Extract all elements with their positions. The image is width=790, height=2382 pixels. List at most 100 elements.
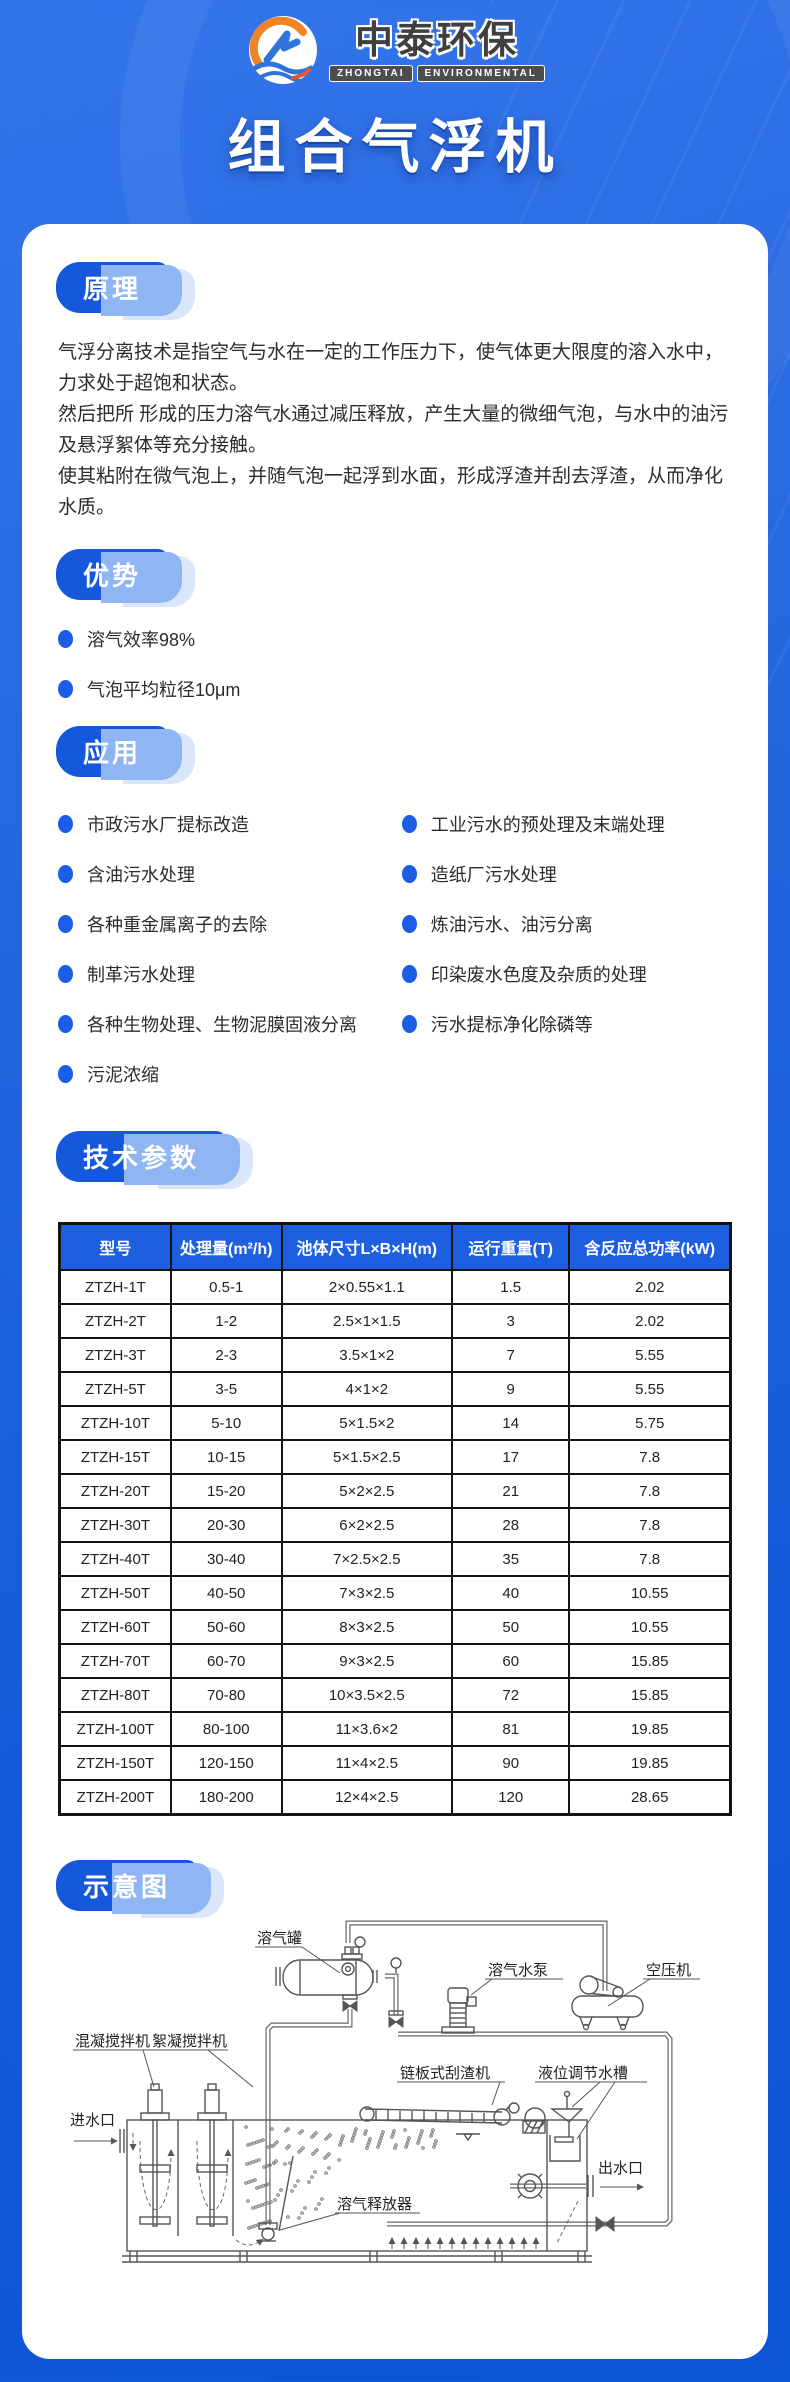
table-cell: 7 xyxy=(450,1337,571,1373)
table-cell: 7.8 xyxy=(568,1541,732,1577)
section-applications-header: 应用 xyxy=(56,726,196,784)
list-item: 印染废水色度及杂质的处理 xyxy=(401,961,732,987)
table-cell: 3.5×1×2 xyxy=(280,1337,454,1373)
section-schematic-title: 示意图 xyxy=(56,1860,225,1918)
table-cell: 5-10 xyxy=(169,1405,283,1441)
table-row: ZTZH-80T 70-80 10×3.5×2.5 72 15.85 xyxy=(58,1677,732,1713)
list-item-label: 气泡平均粒径10μm xyxy=(87,680,241,700)
table-cell: 19.85 xyxy=(568,1745,732,1781)
mixer-units xyxy=(139,2083,228,2227)
dissolved-air-tank xyxy=(275,1936,378,2012)
level-adjust-assembly xyxy=(522,2090,584,2162)
table-cell: 180-200 xyxy=(169,1779,283,1816)
label-chain-scraper: 链板式刮渣机 xyxy=(400,2064,490,2082)
brand-logo-text: 中泰环保 ZHONGTAI ENVIRONMENTAL xyxy=(329,21,545,82)
table-cell: 30-40 xyxy=(169,1541,283,1577)
table-cell: 120-150 xyxy=(169,1745,283,1781)
list-item-label: 市政污水厂提标改造 xyxy=(87,815,249,835)
label-coagulation-mixer: 混凝搅拌机 xyxy=(75,2033,150,2050)
bullet-icon xyxy=(58,965,73,983)
table-cell: 80-100 xyxy=(169,1711,283,1747)
specs-table-body: ZTZH-1T 0.5-1 2×0.55×1.1 1.5 2.02 ZTZH-2T 1-2 2… xyxy=(58,1269,732,1816)
table-cell: ZTZH-100T xyxy=(58,1711,172,1747)
label-flocculation-mixer: 絮凝搅拌机 xyxy=(152,2033,227,2050)
section-schematic: 示意图 xyxy=(56,1860,732,2333)
tank-outlet-fittings xyxy=(388,1957,404,2028)
list-item: 溶气效率98% xyxy=(58,626,732,652)
label-air-compressor: 空压机 xyxy=(646,1962,691,1979)
table-cell: 5.75 xyxy=(568,1405,732,1441)
list-item: 污水提标净化除磷等 xyxy=(401,1011,732,1037)
table-cell: 5.55 xyxy=(568,1337,732,1373)
table-cell: 11×3.6×2 xyxy=(280,1711,454,1747)
table-cell: 3-5 xyxy=(169,1371,283,1407)
flotation-tank xyxy=(122,2119,592,2263)
table-cell: 12×4×2.5 xyxy=(280,1779,454,1816)
applications-column-left: 市政污水厂提标改造 含油污水处理 各种重金属离子的去除 制革污水处理 各种生物处理、生物… xyxy=(58,811,402,1111)
label-dissolved-air-tank: 溶气罐 xyxy=(257,1930,302,1947)
table-cell: 10.55 xyxy=(568,1575,732,1611)
table-cell: 1-2 xyxy=(169,1303,283,1339)
table-cell: 7.8 xyxy=(568,1439,732,1475)
bullet-icon xyxy=(58,915,73,933)
label-level-adjust-tank: 液位调节水槽 xyxy=(538,2065,628,2082)
table-row: ZTZH-10T 5-10 5×1.5×2 14 5.75 xyxy=(58,1405,732,1441)
list-item: 工业污水的预处理及末端处理 xyxy=(401,811,732,837)
table-row: ZTZH-2T 1-2 2.5×1×1.5 3 2.02 xyxy=(58,1303,732,1339)
table-cell: 21 xyxy=(450,1473,571,1509)
table-cell: 2.5×1×1.5 xyxy=(280,1303,454,1339)
table-cell: ZTZH-30T xyxy=(58,1507,172,1543)
brand-name-en-word2: ENVIRONMENTAL xyxy=(416,64,545,82)
table-cell: 28.65 xyxy=(568,1779,732,1816)
table-cell: 35 xyxy=(450,1541,571,1577)
table-cell: 72 xyxy=(450,1677,571,1713)
table-row: ZTZH-200T 180-200 12×4×2.5 120 28.65 xyxy=(58,1779,732,1816)
table-cell: ZTZH-150T xyxy=(58,1745,172,1781)
table-cell: 50 xyxy=(450,1609,571,1645)
inlet-port xyxy=(74,2129,125,2153)
section-applications-title: 应用 xyxy=(56,726,196,784)
specs-column-header: 含反应总功率(kW) xyxy=(568,1222,732,1271)
section-specs-header: 技术参数 xyxy=(56,1131,254,1189)
list-item-label: 各种生物处理、生物泥膜固液分离 xyxy=(87,1015,357,1035)
table-cell: 60 xyxy=(450,1643,571,1679)
table-cell: 7.8 xyxy=(568,1507,732,1543)
list-item: 制革污水处理 xyxy=(58,961,402,987)
specs-table-header-row: 型号 处理量(m²/h) 池体尺寸L×B×H(m) 运行重量(T) 含反应总功率(kW) xyxy=(58,1222,732,1271)
table-cell: 5.55 xyxy=(568,1371,732,1407)
table-cell: 90 xyxy=(450,1745,571,1781)
table-cell: 120 xyxy=(450,1779,571,1816)
flow-arrows xyxy=(129,2133,579,2246)
page-title: 组合气浮机 xyxy=(227,115,563,180)
principle-text: 气浮分离技术是指空气与水在一定的工作压力下，使气体更大限度的溶入水中，力求处于超… xyxy=(58,337,732,523)
table-cell: ZTZH-10T xyxy=(58,1405,172,1441)
advantages-list: 溶气效率98% 气泡平均粒径10μm xyxy=(58,626,732,702)
table-cell: ZTZH-60T xyxy=(58,1609,172,1645)
principle-paragraph-3: 使其粘附在微气泡上，并随气泡一起浮到水面，形成浮渣并刮去浮渣，从而净化水质。 xyxy=(58,466,724,518)
list-item: 气泡平均粒径10μm xyxy=(58,676,732,702)
table-cell: 2.02 xyxy=(568,1303,732,1339)
list-item-label: 污水提标净化除磷等 xyxy=(430,1015,593,1035)
brand-logo-icon xyxy=(249,16,318,84)
list-item-label: 炼油污水、油污分离 xyxy=(430,915,593,935)
table-cell: 7.8 xyxy=(568,1473,732,1509)
table-row: ZTZH-70T 60-70 9×3×2.5 60 15.85 xyxy=(58,1643,732,1679)
bullet-icon xyxy=(58,1015,73,1033)
bullet-icon xyxy=(58,630,73,648)
schematic-diagram: 溶气罐 溶气水泵 空压机 混凝搅拌机 絮凝搅拌机 进水口 链板式刮渣机 液位调节… xyxy=(70,1920,700,2263)
table-cell: ZTZH-15T xyxy=(58,1439,172,1475)
table-cell: 9 xyxy=(450,1371,571,1407)
table-row: ZTZH-60T 50-60 8×3×2.5 50 10.55 xyxy=(58,1609,732,1645)
table-cell: 6×2×2.5 xyxy=(280,1507,454,1543)
specs-column-header: 型号 xyxy=(58,1222,172,1271)
table-cell: 9×3×2.5 xyxy=(280,1643,454,1679)
table-row: ZTZH-100T 80-100 11×3.6×2 81 19.85 xyxy=(58,1711,732,1747)
table-cell: 40 xyxy=(450,1575,571,1611)
bullet-icon xyxy=(401,915,417,933)
brand-name-en: ZHONGTAI ENVIRONMENTAL xyxy=(329,64,545,82)
table-cell: ZTZH-40T xyxy=(58,1541,172,1577)
table-cell: 7×2.5×2.5 xyxy=(280,1541,454,1577)
label-outlet: 出水口 xyxy=(598,2160,643,2177)
applications-column-right: 工业污水的预处理及末端处理 造纸厂污水处理 炼油污水、油污分离 印染废水色度及杂质的处… xyxy=(401,811,732,1111)
bullet-icon xyxy=(401,815,417,833)
